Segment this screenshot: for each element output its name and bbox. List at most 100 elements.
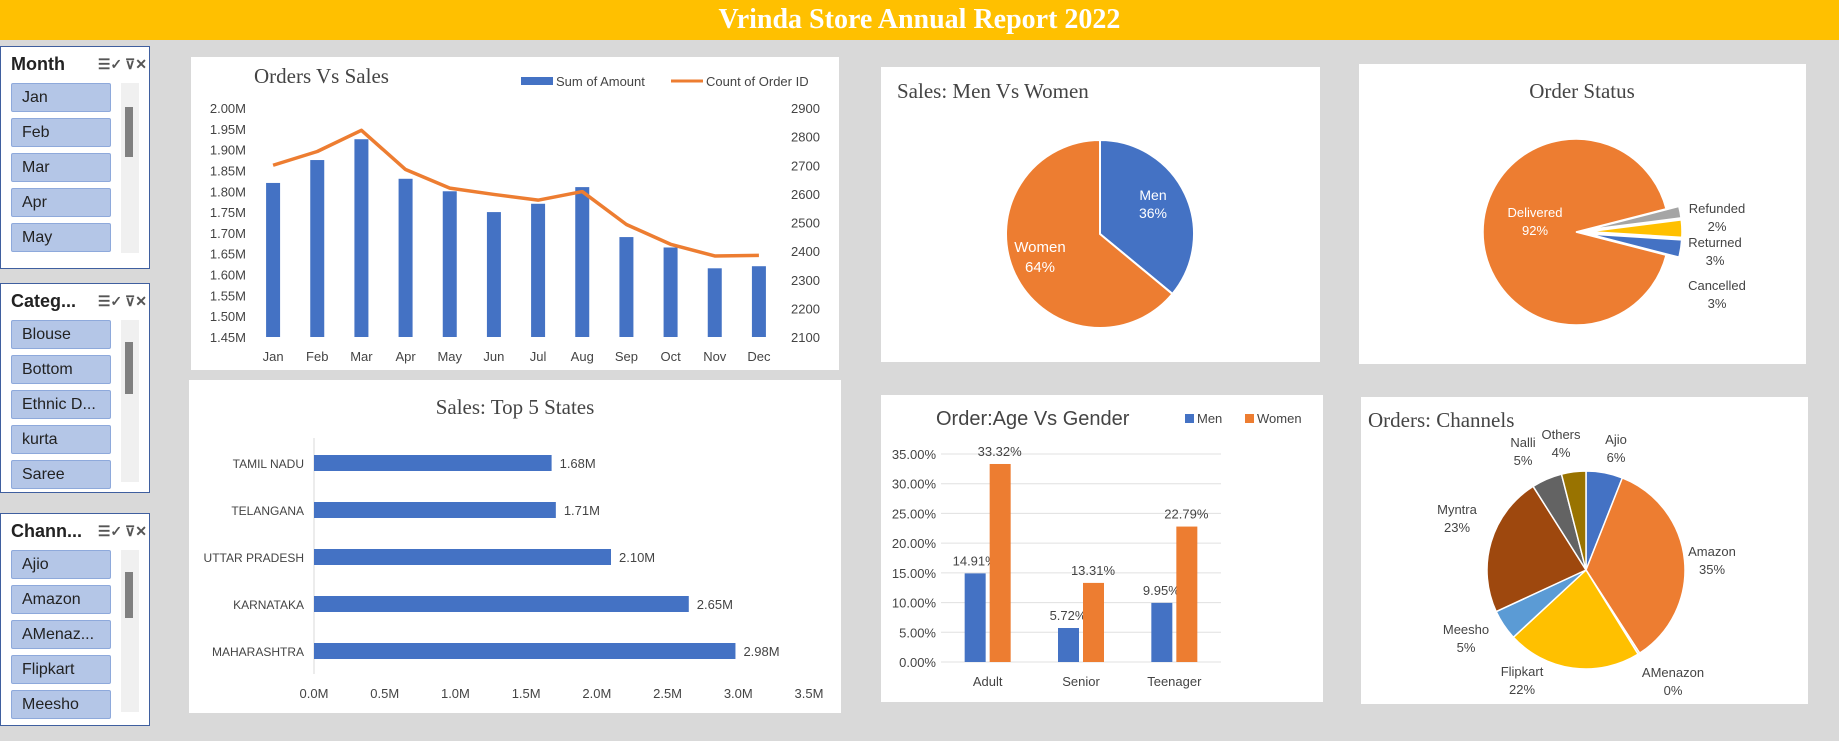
y-tick: 25.00% [892, 506, 937, 521]
slice-pct: 6% [1607, 450, 1626, 465]
y-tick: 0.00% [899, 655, 936, 670]
slicer-item[interactable]: Ajio [11, 550, 111, 579]
chart-title: Orders: Channels [1368, 408, 1514, 432]
orders-vs-sales-chart: Orders Vs Sales Sum of Amount Count of Ord… [210, 64, 820, 364]
bar-sales [575, 187, 590, 337]
y-tick-right: 2100 [791, 330, 820, 345]
bar-men [964, 573, 986, 662]
bar-women [1176, 526, 1198, 662]
bar-sales [310, 160, 325, 337]
y-tick: TELANGANA [231, 504, 304, 518]
bar-women [1083, 582, 1104, 662]
slice-label: Delivered [1508, 205, 1563, 220]
slicer-item[interactable]: AMenaz... [11, 620, 111, 649]
x-tick: 3.5M [795, 686, 824, 701]
bar-women [989, 463, 1011, 662]
slicer-item[interactable]: kurta [11, 425, 111, 454]
y-tick-right: 2200 [791, 301, 820, 316]
chart-title: Orders Vs Sales [254, 64, 389, 88]
slicer-item[interactable]: Flipkart [11, 655, 111, 684]
y-tick-left: 1.70M [210, 226, 246, 241]
chart-title: Order:Age Vs Gender [936, 408, 1130, 430]
slice-label: Amazon [1688, 544, 1736, 559]
slicer-item[interactable]: Feb [11, 118, 111, 147]
bar-sales [619, 237, 634, 337]
x-tick: Oct [660, 349, 681, 364]
multi-select-icon[interactable]: ☰✓ [97, 522, 123, 539]
slice-label: Myntra [1437, 502, 1478, 517]
channels-chart: Orders: Channels Ajio 6% Amazon 35% AMenazon 0… [1368, 408, 1736, 698]
legend-label-men: Men [1197, 411, 1222, 426]
slice-label: Women [1014, 239, 1065, 256]
legend-label-orders: Count of Order ID [706, 74, 809, 89]
y-tick: 15.00% [892, 566, 937, 581]
slice-pct: 0% [1664, 683, 1683, 698]
y-tick-left: 1.90M [210, 143, 246, 158]
slice-pct: 23% [1444, 520, 1470, 535]
slice-label: Refunded [1689, 201, 1745, 216]
y-tick: 10.00% [892, 596, 937, 611]
x-tick: 1.0M [441, 686, 470, 701]
slicer-item[interactable]: Meesho [11, 690, 111, 719]
slicer-scrollbar[interactable] [121, 550, 139, 712]
clear-filter-icon[interactable]: ⊽✕ [125, 55, 147, 72]
slice-pct: 5% [1457, 640, 1476, 655]
clear-filter-icon[interactable]: ⊽✕ [125, 522, 147, 539]
x-tick: Senior [1062, 674, 1100, 689]
y-tick-left: 1.65M [210, 247, 246, 262]
bar-sales [442, 191, 457, 337]
multi-select-icon[interactable]: ☰✓ [97, 55, 123, 72]
y-tick-right: 2300 [791, 273, 820, 288]
age-vs-gender-chart: Order:Age Vs Gender Men Women 35.00% 30.00% 2… [892, 408, 1302, 689]
slice-label: Nalli [1510, 435, 1535, 450]
scroll-thumb[interactable] [125, 342, 133, 394]
order-status-panel: Order Status Delivered 92% Refunded 2% Return… [1359, 64, 1806, 364]
scroll-thumb[interactable] [125, 572, 133, 618]
slicer-month[interactable]: Month ☰✓ ⊽✕ Jan Feb Mar Apr May [0, 46, 150, 269]
bar-state [314, 643, 736, 659]
bar-sales [398, 178, 413, 337]
top-states-panel: Sales: Top 5 States TAMIL NADU 1.68M TELANG… [189, 380, 841, 713]
slice-label: Cancelled [1688, 278, 1746, 293]
slice-label: Others [1541, 427, 1581, 442]
slicer-item[interactable]: Saree [11, 460, 111, 489]
slicer-scrollbar[interactable] [121, 320, 139, 482]
slicer-category[interactable]: Categ... ☰✓ ⊽✕ Blouse Bottom Ethnic D... k… [0, 283, 150, 493]
x-tick: Aug [571, 349, 594, 364]
slicer-item[interactable]: Ethnic D... [11, 390, 111, 419]
legend-label-women: Women [1257, 411, 1302, 426]
clear-filter-icon[interactable]: ⊽✕ [125, 292, 147, 309]
report-title: Vrinda Store Annual Report 2022 [718, 4, 1121, 35]
slicer-item[interactable]: Bottom [11, 355, 111, 384]
legend-swatch-amount [521, 77, 553, 85]
x-tick: Apr [395, 349, 416, 364]
slice-pct: 35% [1699, 562, 1725, 577]
data-label: 22.79% [1164, 507, 1209, 522]
y-tick-left: 2.00M [210, 101, 246, 116]
y-tick-left: 1.50M [210, 309, 246, 324]
slicer-item[interactable]: Apr [11, 188, 111, 217]
data-label: 14.91% [953, 553, 998, 568]
y-tick-left: 1.85M [210, 163, 246, 178]
top-states-chart: Sales: Top 5 States TAMIL NADU 1.68M TELANG… [204, 395, 824, 701]
data-label: 1.68M [560, 456, 596, 471]
x-tick: 0.5M [370, 686, 399, 701]
slicer-item[interactable]: May [11, 223, 111, 252]
slicer-scrollbar[interactable] [121, 83, 139, 253]
scroll-thumb[interactable] [125, 107, 133, 157]
report-title-bar: Vrinda Store Annual Report 2022 [0, 0, 1839, 40]
x-tick: Nov [703, 349, 727, 364]
slicer-item[interactable]: Jan [11, 83, 111, 112]
multi-select-icon[interactable]: ☰✓ [97, 292, 123, 309]
pie-slice [1588, 219, 1683, 239]
x-tick: Teenager [1147, 674, 1202, 689]
y-tick-left: 1.55M [210, 288, 246, 303]
pie-slice [1486, 485, 1588, 613]
slicer-item[interactable]: Amazon [11, 585, 111, 614]
data-label: 5.72% [1050, 608, 1087, 623]
bar-sales [354, 139, 369, 337]
y-tick-right: 2900 [791, 101, 820, 116]
slicer-item[interactable]: Blouse [11, 320, 111, 349]
slicer-channel[interactable]: Chann... ☰✓ ⊽✕ Ajio Amazon AMenaz... Flipk… [0, 513, 150, 726]
slicer-item[interactable]: Mar [11, 153, 111, 182]
